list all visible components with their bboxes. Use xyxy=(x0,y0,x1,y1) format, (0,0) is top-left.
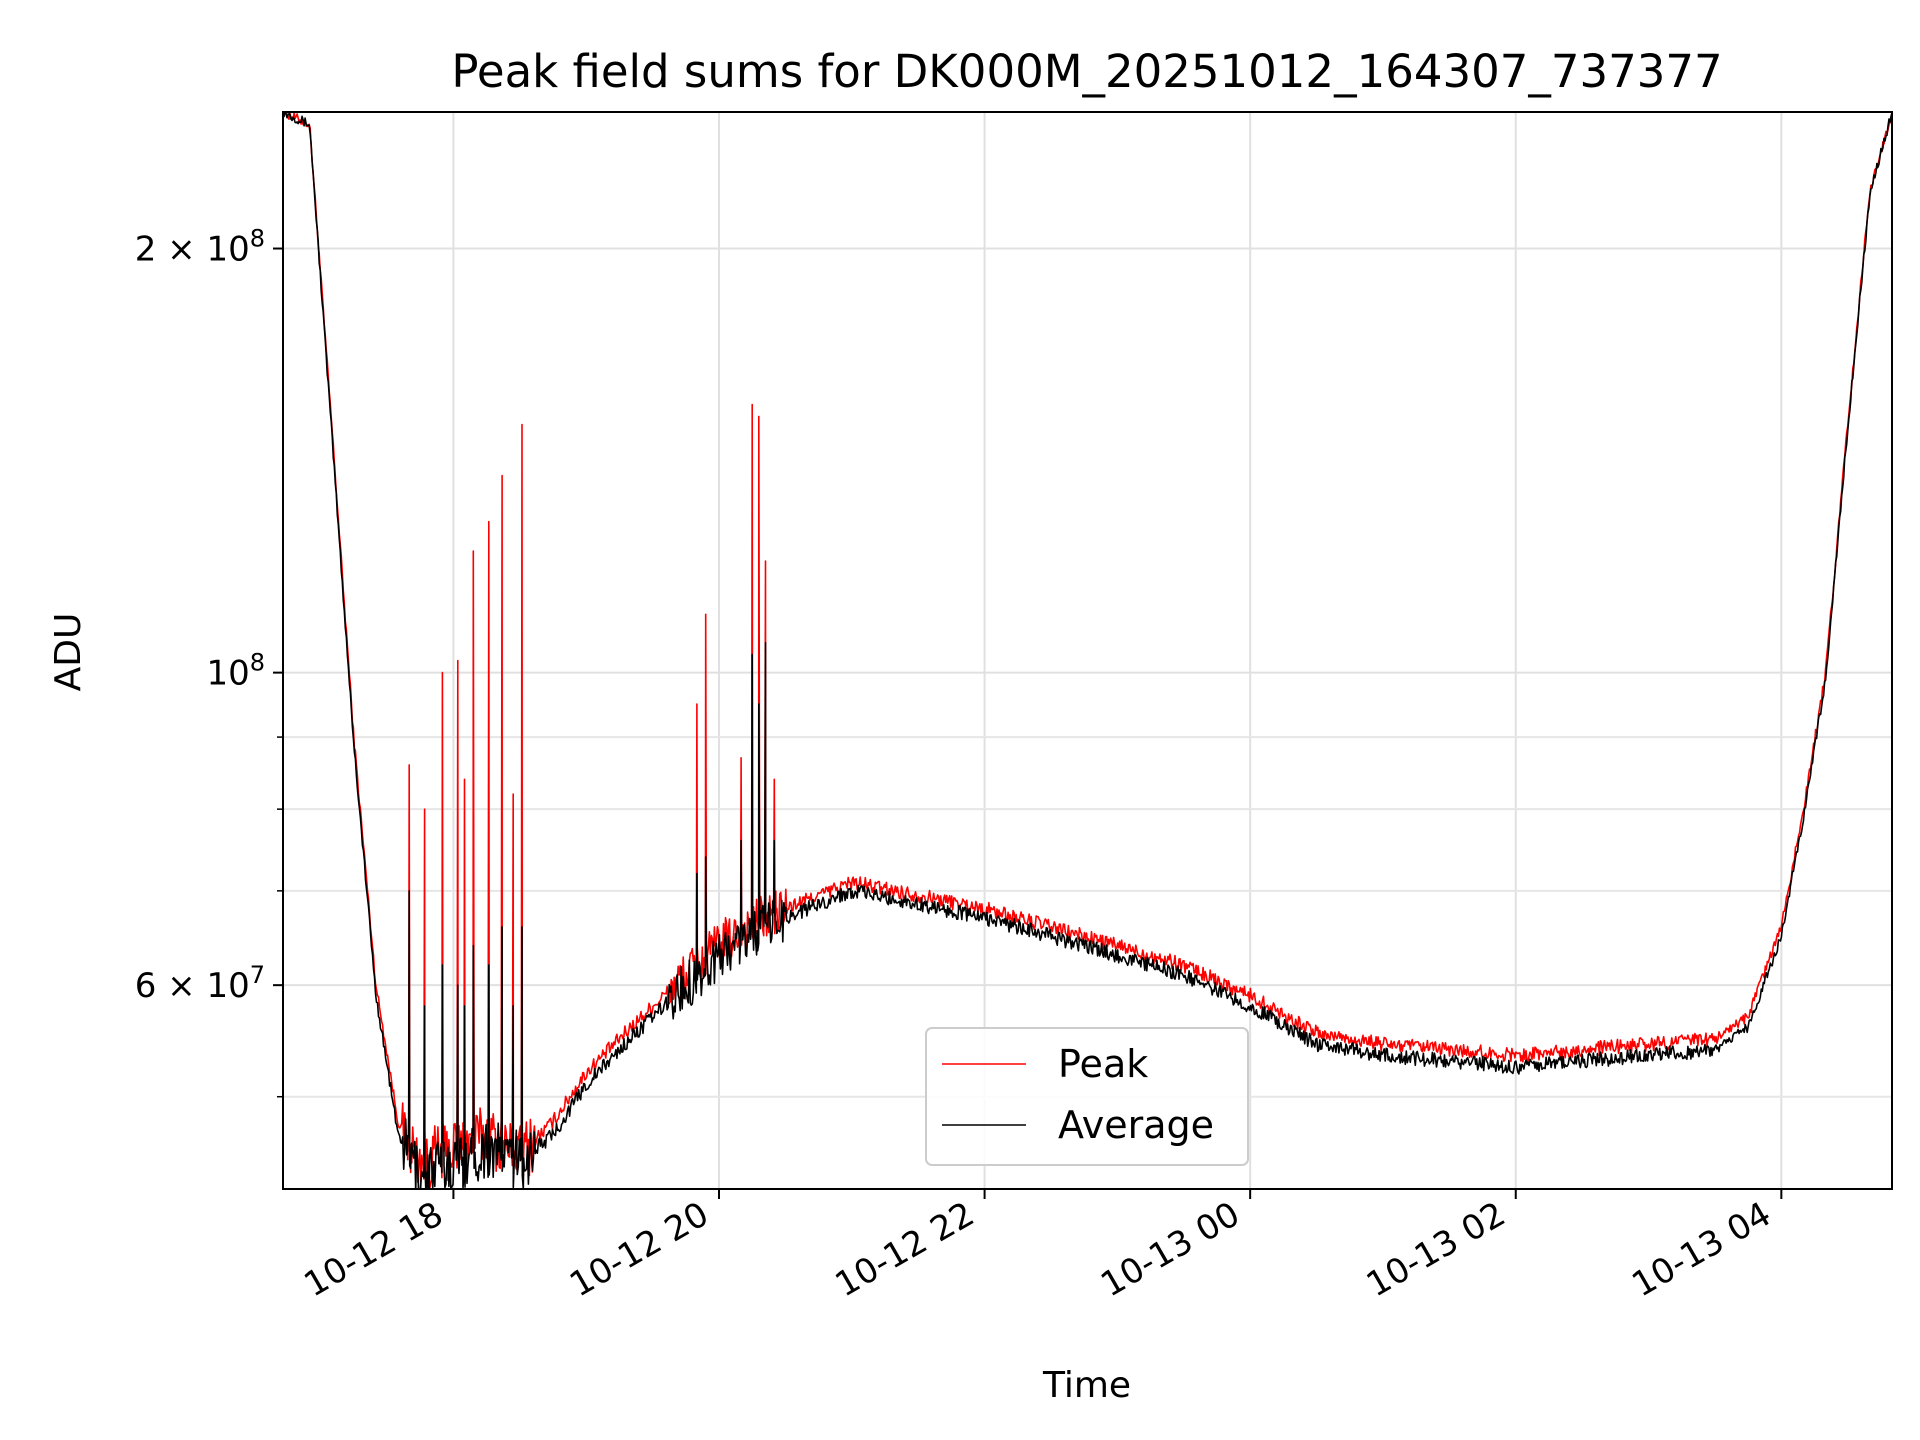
axes-frame xyxy=(282,111,1893,1190)
y-axis-label: ADU xyxy=(48,613,89,692)
chart-title: Peak field sums for DK000M_20251012_1643… xyxy=(451,45,1722,98)
series-line-average xyxy=(283,112,1892,1189)
x-axis-label: Time xyxy=(1042,1365,1131,1406)
y-tick-label: 2 × 108 xyxy=(135,225,265,270)
y-tick-label: 108 xyxy=(206,649,265,694)
y-axis: 2 × 108 108 6 × 107 xyxy=(135,225,283,1098)
legend-box xyxy=(925,1027,1249,1166)
plot-area xyxy=(283,112,1892,1189)
legend-label-peak: Peak xyxy=(1058,1042,1148,1086)
legend: Peak Average xyxy=(925,1027,1249,1166)
y-tick-label: 6 × 107 xyxy=(135,961,265,1006)
legend-label-average: Average xyxy=(1058,1103,1214,1147)
